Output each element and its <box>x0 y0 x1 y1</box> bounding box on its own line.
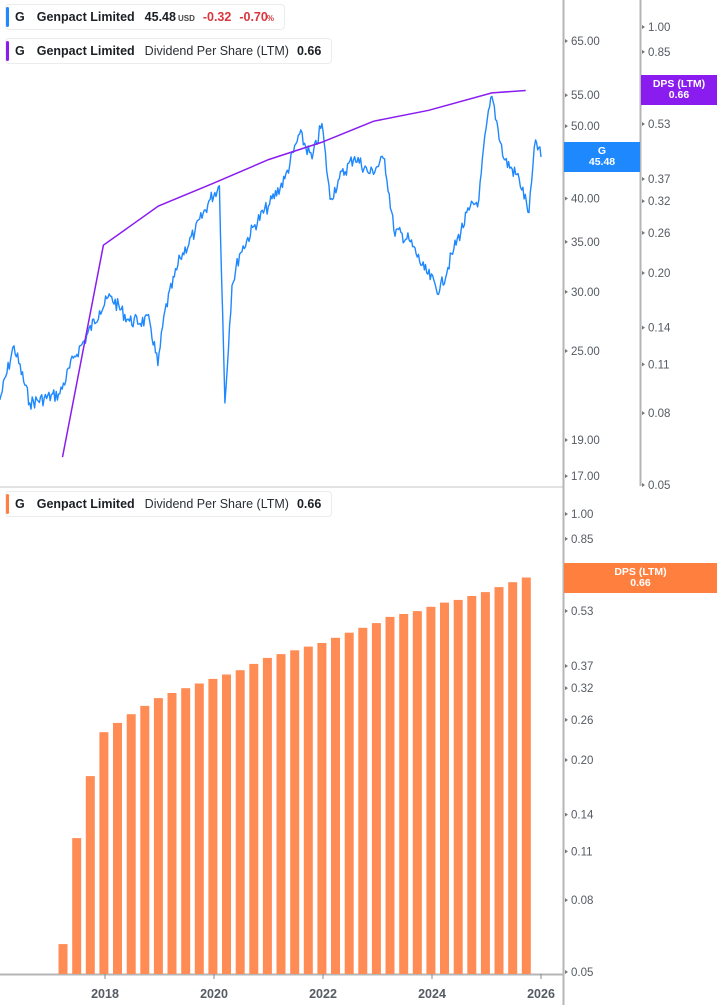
svg-text:0.32: 0.32 <box>648 196 670 208</box>
svg-text:0.26: 0.26 <box>648 228 670 240</box>
price-change-percent: -0.70% <box>239 10 274 24</box>
company-name: Genpact Limited <box>36 497 135 511</box>
badge-value: 45.48 <box>588 156 616 168</box>
svg-text:2024: 2024 <box>418 987 446 1001</box>
svg-text:0.11: 0.11 <box>571 846 593 858</box>
percent-sign: % <box>266 14 274 23</box>
svg-text:0.26: 0.26 <box>571 715 593 727</box>
company-name: Genpact Limited <box>36 44 135 58</box>
svg-text:55.00: 55.00 <box>571 90 600 102</box>
svg-text:0.20: 0.20 <box>571 755 593 767</box>
dps-axis-badge-bottom: DPS (LTM) 0.66 <box>564 563 717 593</box>
badge-value: 0.66 <box>668 89 690 101</box>
svg-text:65.00: 65.00 <box>571 36 600 48</box>
dps-line-series[interactable] <box>61 89 526 458</box>
svg-text:25.00: 25.00 <box>571 346 600 358</box>
price-change: -0.32 <box>202 10 232 24</box>
svg-text:0.85: 0.85 <box>648 47 670 59</box>
svg-text:0.14: 0.14 <box>648 323 671 335</box>
svg-text:0.14: 0.14 <box>571 810 594 822</box>
price-legend[interactable]: G Genpact Limited 45.48 USD -0.32 -0.70% <box>5 4 285 30</box>
price-axis-badge: G 45.48 <box>564 142 640 172</box>
metric-value: 0.66 <box>296 44 322 58</box>
company-name: Genpact Limited <box>36 10 135 24</box>
svg-text:0.05: 0.05 <box>571 967 593 979</box>
dps-legend-top[interactable]: G Genpact Limited Dividend Per Share (LT… <box>5 38 333 64</box>
bottom-panel-axes: 1.00 0.85 0.53 0.37 0.32 0.26 0.20 0.14 0.11 0.08… <box>0 509 594 979</box>
ticker-symbol: G <box>15 44 25 58</box>
metric-name: Dividend Per Share (LTM) <box>144 44 289 58</box>
svg-text:2022: 2022 <box>309 987 337 1001</box>
svg-text:19.00: 19.00 <box>571 435 600 447</box>
svg-text:0.53: 0.53 <box>571 606 593 618</box>
price-change-percent-value: -0.70 <box>239 10 268 24</box>
svg-text:0.05: 0.05 <box>648 480 670 492</box>
svg-text:0.32: 0.32 <box>571 683 593 695</box>
svg-text:40.00: 40.00 <box>571 194 600 206</box>
svg-text:0.53: 0.53 <box>648 119 670 131</box>
series-color-marker <box>6 7 9 27</box>
svg-text:0.37: 0.37 <box>571 661 593 673</box>
ticker-symbol: G <box>15 497 25 511</box>
dps-axis-badge-top: DPS (LTM) 0.66 <box>641 75 717 105</box>
badge-label: G <box>597 145 607 157</box>
badge-label: DPS (LTM) <box>652 78 706 90</box>
svg-text:2018: 2018 <box>91 987 119 1001</box>
dps-legend-bottom[interactable]: G Genpact Limited Dividend Per Share (LT… <box>5 491 333 517</box>
svg-text:35.00: 35.00 <box>571 237 600 249</box>
svg-text:50.00: 50.00 <box>571 121 600 133</box>
metric-value: 0.66 <box>296 497 322 511</box>
svg-text:2020: 2020 <box>200 987 228 1001</box>
price-value: 45.48 <box>144 10 176 24</box>
x-axis: 2018 2020 2022 2024 2026 <box>91 974 555 1001</box>
metric-name: Dividend Per Share (LTM) <box>144 497 289 511</box>
currency-label: USD <box>177 14 195 23</box>
svg-text:1.00: 1.00 <box>571 509 593 521</box>
price-line-series[interactable] <box>0 95 542 410</box>
svg-text:0.11: 0.11 <box>648 359 670 371</box>
badge-label: DPS (LTM) <box>614 566 667 578</box>
series-color-marker <box>6 41 9 61</box>
svg-text:2026: 2026 <box>527 987 555 1001</box>
svg-text:0.37: 0.37 <box>648 174 670 186</box>
badge-value: 0.66 <box>630 577 651 589</box>
ticker-symbol: G <box>15 10 25 24</box>
svg-text:0.08: 0.08 <box>648 408 670 420</box>
dps-bar-series[interactable] <box>58 577 531 975</box>
svg-text:30.00: 30.00 <box>571 287 600 299</box>
svg-text:0.20: 0.20 <box>648 268 670 280</box>
svg-text:0.85: 0.85 <box>571 534 593 546</box>
svg-text:17.00: 17.00 <box>571 471 600 483</box>
svg-text:0.08: 0.08 <box>571 895 593 907</box>
series-color-marker <box>6 494 9 514</box>
svg-text:1.00: 1.00 <box>648 22 670 34</box>
